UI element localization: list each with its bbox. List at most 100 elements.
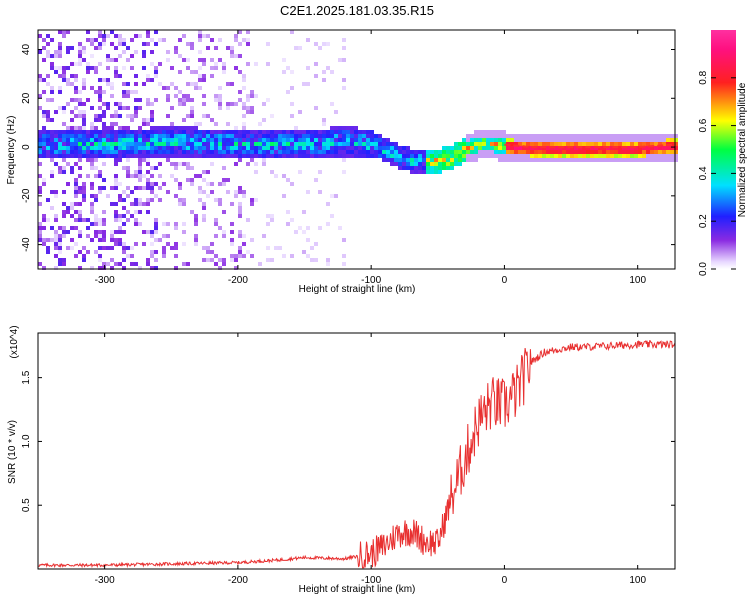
heatmap-cell [210, 162, 214, 166]
heatmap-cell [566, 158, 570, 162]
heatmap-cell [194, 242, 198, 246]
heatmap-cell [342, 78, 346, 82]
heatmap-cell [90, 126, 94, 130]
heatmap-cell [330, 126, 334, 130]
heatmap-cell [70, 150, 74, 154]
heatmap-cell [174, 222, 178, 226]
heatmap-cell [218, 198, 222, 202]
heatmap-cell [170, 162, 174, 166]
heatmap-cell [158, 142, 162, 146]
heatmap-cell [46, 54, 50, 58]
heatmap-cell [126, 166, 130, 170]
heatmap-cell [270, 218, 274, 222]
heatmap-cell [622, 150, 626, 154]
heatmap-cell [322, 138, 326, 142]
x-tick-label: -300 [95, 575, 115, 586]
heatmap-cell [250, 150, 254, 154]
heatmap-cell [634, 138, 638, 142]
heatmap-cell [382, 154, 386, 158]
heatmap-cell [238, 90, 242, 94]
heatmap-cell [82, 114, 86, 118]
heatmap-cell [38, 190, 42, 194]
heatmap-cell [390, 150, 394, 154]
heatmap-cell [638, 146, 642, 150]
heatmap-cell [170, 150, 174, 154]
heatmap-cell [178, 186, 182, 190]
heatmap-cell [510, 138, 514, 142]
heatmap-cell [78, 266, 82, 270]
heatmap-cell [126, 58, 130, 62]
heatmap-cell [498, 134, 502, 138]
heatmap-cell [322, 70, 326, 74]
heatmap-cell [114, 114, 118, 118]
heatmap-cell [150, 146, 154, 150]
heatmap-cell [274, 174, 278, 178]
heatmap-cell [374, 138, 378, 142]
heatmap-cell [534, 158, 538, 162]
heatmap-cell [234, 102, 238, 106]
heatmap-cell [186, 134, 190, 138]
heatmap-cell [218, 226, 222, 230]
heatmap-cell [118, 106, 122, 110]
heatmap-cell [126, 130, 130, 134]
heatmap-cell [262, 142, 266, 146]
heatmap-cell [50, 138, 54, 142]
heatmap-cell [670, 154, 674, 158]
heatmap-cell [126, 174, 130, 178]
heatmap-cell [342, 146, 346, 150]
heatmap-cell [78, 58, 82, 62]
heatmap-cell [110, 246, 114, 250]
heatmap-cell [486, 138, 490, 142]
heatmap-cell [246, 150, 250, 154]
heatmap-cell [210, 142, 214, 146]
heatmap-cell [566, 150, 570, 154]
heatmap-cell [230, 146, 234, 150]
heatmap-cell [46, 198, 50, 202]
heatmap-cell [562, 138, 566, 142]
heatmap-cell [590, 138, 594, 142]
heatmap-cell [398, 162, 402, 166]
heatmap-cell [322, 146, 326, 150]
heatmap-cell [158, 174, 162, 178]
heatmap-cell [202, 134, 206, 138]
heatmap-cell [286, 146, 290, 150]
heatmap-cell [270, 214, 274, 218]
spectrogram-y-label: Frequency (Hz) [6, 116, 17, 185]
heatmap-cell [218, 146, 222, 150]
heatmap-cell [478, 150, 482, 154]
heatmap-cell [166, 234, 170, 238]
heatmap-cell [106, 126, 110, 130]
heatmap-cell [578, 154, 582, 158]
heatmap-cell [562, 150, 566, 154]
heatmap-cell [130, 174, 134, 178]
heatmap-cell [674, 150, 678, 154]
heatmap-cell [82, 194, 86, 198]
heatmap-cell [666, 142, 670, 146]
snr-x-label: Height of straight line (km) [299, 584, 416, 595]
heatmap-cell [618, 158, 622, 162]
heatmap-cell [282, 142, 286, 146]
heatmap-cell [46, 98, 50, 102]
heatmap-cell [518, 138, 522, 142]
heatmap-cell [90, 138, 94, 142]
heatmap-cell [54, 54, 58, 58]
heatmap-cell [214, 98, 218, 102]
heatmap-cell [134, 170, 138, 174]
heatmap-cell [138, 170, 142, 174]
heatmap-cell [238, 142, 242, 146]
heatmap-cell [118, 54, 122, 58]
heatmap-cell [358, 154, 362, 158]
heatmap-cell [318, 226, 322, 230]
heatmap-cell [494, 134, 498, 138]
heatmap-cell [310, 258, 314, 262]
heatmap-cell [54, 110, 58, 114]
heatmap-cell [258, 150, 262, 154]
heatmap-cell [138, 162, 142, 166]
heatmap-cell [150, 78, 154, 82]
heatmap-cell [50, 130, 54, 134]
heatmap-cell [126, 210, 130, 214]
heatmap-cell [614, 150, 618, 154]
heatmap-cell [102, 130, 106, 134]
heatmap-cell [66, 154, 70, 158]
heatmap-cell [266, 154, 270, 158]
